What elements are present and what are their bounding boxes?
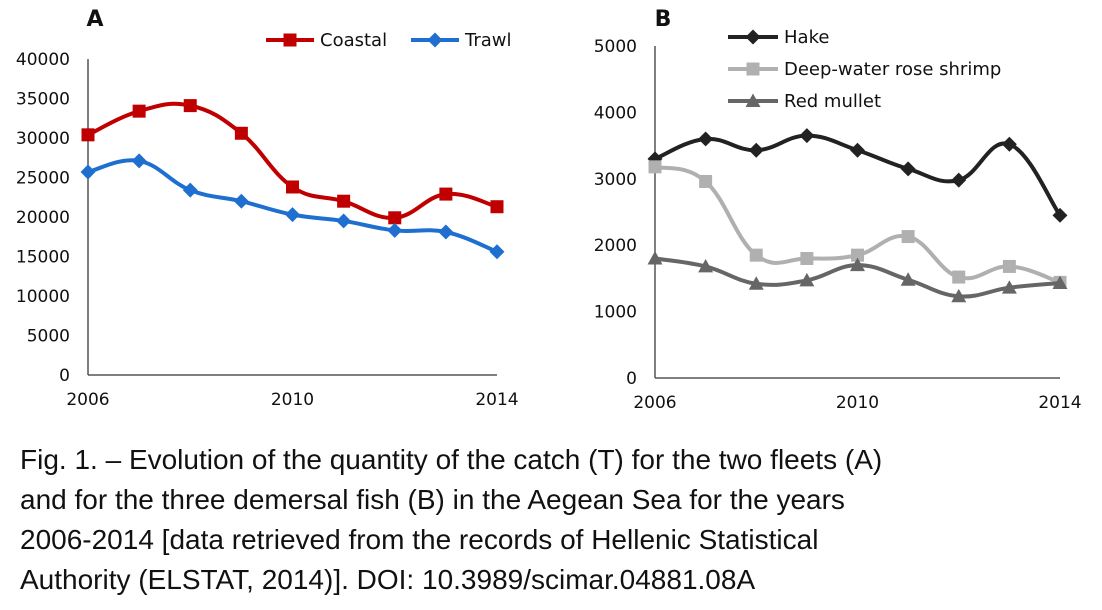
data-point-diamond — [285, 207, 300, 223]
series-red-mullet — [647, 251, 1068, 303]
data-point-square — [800, 251, 814, 265]
y-tick-label: 10000 — [16, 287, 70, 307]
y-tick-label: 2000 — [594, 236, 637, 256]
data-point-square — [490, 200, 504, 214]
y-tick-label: 15000 — [16, 248, 70, 268]
data-point-square — [132, 104, 146, 118]
data-point-square — [286, 180, 299, 194]
data-point-triangle — [951, 288, 967, 303]
data-point-triangle — [698, 258, 714, 273]
chart-panel-a: A 0 5000 10000 15000 20000 25000 30000 35000 4000… — [16, 7, 519, 410]
figure-chart-area: A050001000015000200002500030000350004000… — [16, 7, 1082, 413]
y-tick-label: 0 — [59, 366, 70, 386]
figure-caption: Fig. 1. – Evolution of the quantity of t… — [20, 440, 1080, 600]
data-point-diamond — [745, 29, 761, 45]
x-tick-label: 2006 — [633, 393, 676, 413]
y-tick-label: 0 — [626, 369, 637, 389]
data-point-triangle — [745, 93, 761, 107]
caption-line: 2006-2014 [data retrieved from the recor… — [20, 524, 819, 555]
data-point-triangle — [1001, 280, 1017, 294]
legend: Hake Deep-water rose shrimp Red mullet — [728, 27, 1001, 112]
caption-line: and for the three demersal fish (B) in t… — [20, 484, 845, 515]
y-tick-label: 5000 — [594, 37, 637, 57]
y-tick-label: 20000 — [16, 208, 70, 228]
y-tick-label: 35000 — [16, 90, 70, 110]
data-point-square — [746, 62, 760, 76]
series-trawl — [80, 153, 505, 260]
data-point-diamond — [900, 161, 916, 177]
series-coastal — [81, 99, 504, 225]
x-tick-label: 2014 — [1038, 393, 1081, 413]
data-point-triangle — [850, 257, 865, 272]
y-tick-label: 25000 — [16, 169, 70, 189]
data-point-diamond — [427, 32, 443, 48]
y-tick-label: 30000 — [16, 129, 70, 149]
legend-label: Coastal — [320, 30, 387, 51]
legend-label: Red mullet — [784, 91, 881, 112]
data-point-square — [283, 33, 297, 47]
data-point-diamond — [387, 222, 403, 238]
data-point-diamond — [438, 224, 454, 240]
series-deep-water-rose-shrimp — [648, 160, 1067, 289]
data-point-square — [337, 194, 351, 208]
caption-line: Fig. 1. – Evolution of the quantity of t… — [20, 444, 883, 475]
data-point-diamond — [336, 213, 352, 229]
legend-item: Hake — [728, 27, 829, 48]
data-point-square — [1002, 259, 1016, 273]
data-point-diamond — [489, 244, 505, 260]
data-point-diamond — [80, 164, 96, 180]
data-point-square — [699, 174, 713, 188]
data-point-diamond — [182, 182, 198, 198]
legend-label: Hake — [784, 27, 829, 48]
legend-item: Coastal — [266, 30, 387, 51]
data-point-diamond — [1052, 207, 1068, 223]
x-tick-label: 2006 — [66, 390, 109, 410]
legend-item: Deep-water rose shrimp — [728, 59, 1001, 80]
data-point-diamond — [951, 172, 967, 188]
data-point-diamond — [850, 142, 865, 158]
data-point-triangle — [748, 276, 764, 290]
y-tick-label: 3000 — [594, 170, 637, 190]
y-tick-label: 5000 — [27, 327, 70, 347]
x-tick-label: 2014 — [475, 390, 518, 410]
data-point-diamond — [1001, 136, 1017, 152]
data-point-square — [952, 270, 966, 284]
data-point-square — [648, 160, 662, 174]
data-point-triangle — [900, 272, 916, 286]
x-tick-label: 2010 — [271, 390, 314, 410]
chart-panel-b: B 0 1000 2000 3000 4000 5000 2006 2010 2014 Hake De… — [594, 7, 1082, 413]
data-point-square — [388, 211, 402, 225]
x-tick-label: 2010 — [836, 393, 879, 413]
data-point-square — [901, 230, 915, 244]
data-point-diamond — [131, 153, 147, 169]
legend-label: Deep-water rose shrimp — [784, 59, 1001, 80]
data-point-diamond — [698, 131, 714, 147]
data-point-triangle — [1052, 275, 1068, 290]
data-point-diamond — [233, 193, 249, 209]
data-point-square — [234, 126, 248, 140]
data-point-square — [439, 187, 453, 201]
legend-item: Red mullet — [728, 91, 881, 112]
data-point-square — [81, 128, 95, 142]
data-point-square — [851, 248, 864, 262]
y-tick-label: 4000 — [594, 103, 637, 123]
legend-label: Trawl — [464, 30, 512, 51]
panel-label: A — [86, 7, 103, 32]
data-point-triangle — [799, 272, 815, 287]
legend-item: Trawl — [411, 30, 512, 51]
data-point-square — [183, 99, 197, 113]
caption-line: Authority (ELSTAT, 2014)]. DOI: 10.3989/… — [20, 564, 756, 595]
data-point-square — [749, 248, 763, 262]
y-tick-label: 1000 — [594, 303, 637, 323]
data-point-diamond — [748, 142, 764, 158]
series-line — [87, 158, 498, 254]
data-point-diamond — [799, 128, 815, 144]
panel-label: B — [655, 7, 672, 32]
data-point-triangle — [647, 251, 663, 265]
y-tick-label: 40000 — [16, 50, 70, 70]
legend: Coastal Trawl — [266, 30, 512, 51]
series-line — [87, 101, 498, 220]
